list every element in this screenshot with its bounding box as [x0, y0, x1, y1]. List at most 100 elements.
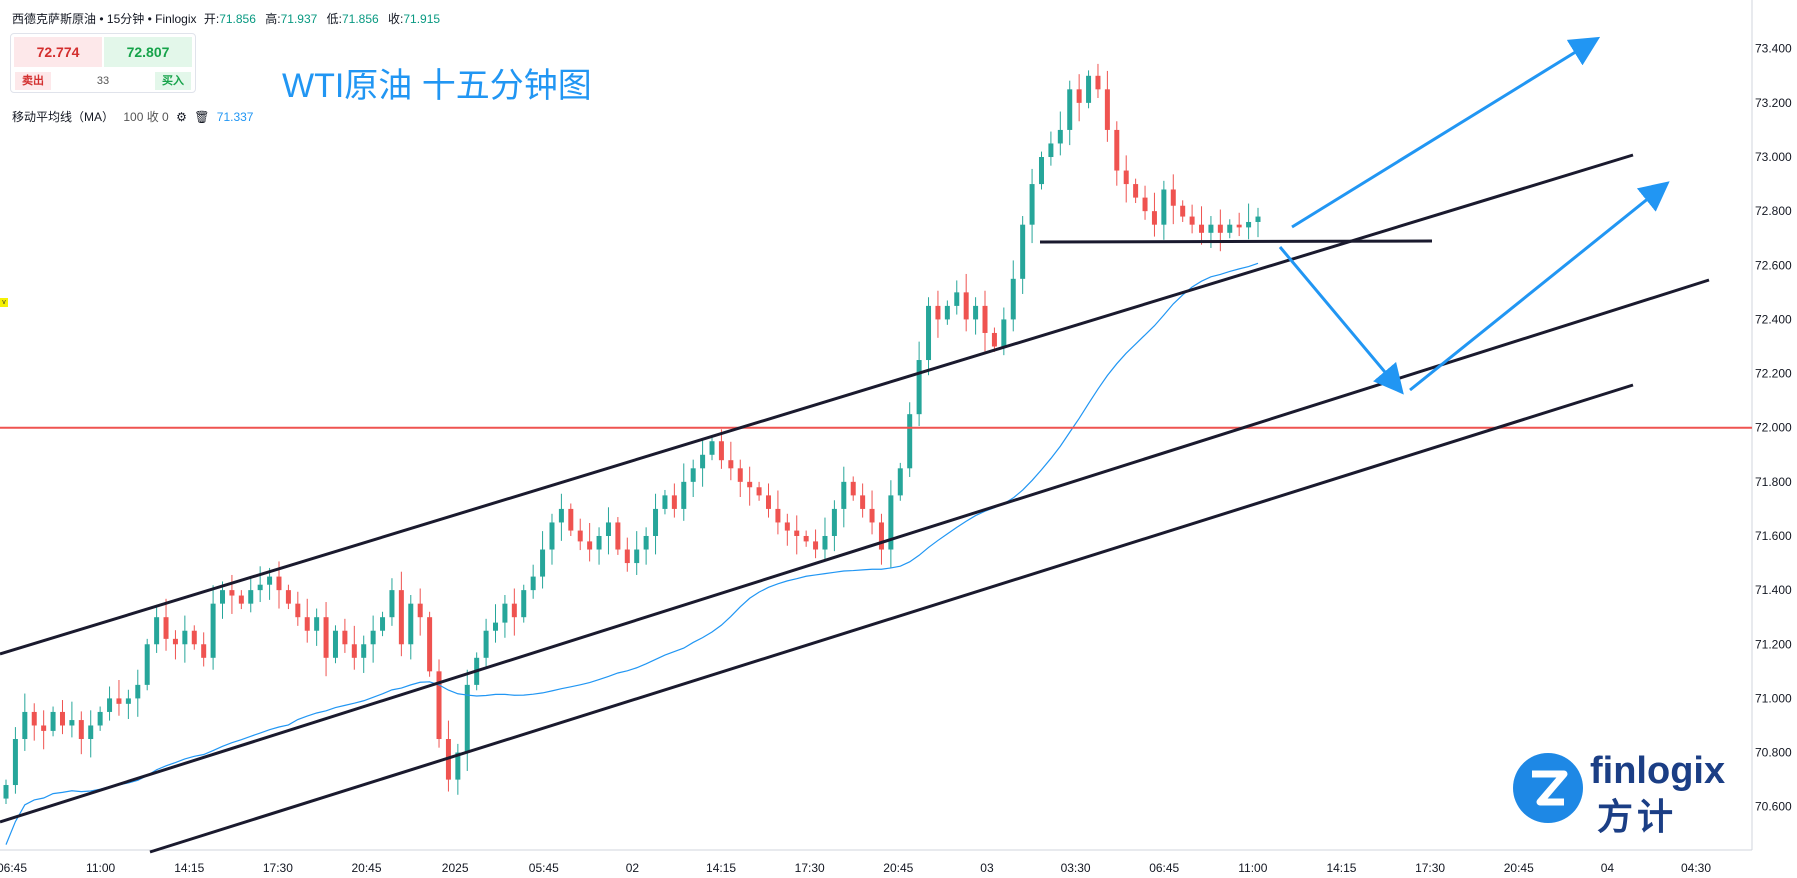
- candle: [1095, 63, 1101, 98]
- candle: [1010, 260, 1016, 332]
- finlogix-z-logo-icon: [1513, 753, 1583, 823]
- candle: [690, 459, 696, 498]
- candle: [144, 638, 150, 691]
- candle: [860, 483, 866, 518]
- candle: [954, 280, 960, 315]
- candle-body: [267, 576, 273, 585]
- timeframe-label[interactable]: 15分钟: [106, 12, 145, 26]
- candle: [511, 588, 517, 636]
- candle: [389, 578, 395, 626]
- candle: [765, 483, 771, 518]
- candle: [493, 604, 499, 643]
- candle: [1020, 216, 1026, 294]
- x-tick-label: 14:15: [174, 861, 204, 875]
- x-tick-label: 05:45: [529, 861, 559, 875]
- candle-body: [549, 522, 555, 550]
- low-value: 71.856: [341, 12, 379, 26]
- candle: [351, 625, 357, 670]
- candle: [935, 290, 941, 338]
- candle-body: [916, 360, 922, 415]
- y-tick-label: 72.600: [1755, 258, 1792, 272]
- candle-body: [671, 495, 677, 509]
- x-tick-label: 20:45: [883, 861, 913, 875]
- candle: [822, 517, 828, 562]
- candle: [267, 567, 273, 600]
- candle: [944, 300, 950, 325]
- candle-body: [1086, 75, 1092, 103]
- candle-body: [1161, 189, 1167, 225]
- source-label: Finlogix: [155, 12, 197, 26]
- x-tick-label: 06:45: [1149, 861, 1179, 875]
- y-tick-label: 72.800: [1755, 204, 1792, 218]
- sell-button[interactable]: 卖出: [15, 72, 51, 90]
- price-marker: v: [0, 298, 8, 307]
- chart-title: WTI原油 十五分钟图: [282, 67, 592, 105]
- candle-body: [502, 603, 508, 623]
- candle: [1236, 212, 1242, 237]
- x-tick-label: 11:00: [86, 861, 115, 875]
- logo-subtext: 方计: [1597, 796, 1678, 837]
- settings-icon[interactable]: ⚙: [176, 110, 187, 124]
- y-tick-label: 72.400: [1755, 312, 1792, 326]
- candle: [897, 462, 903, 501]
- candle-body: [737, 468, 743, 482]
- candle-body: [3, 785, 9, 799]
- candle-body: [182, 630, 188, 645]
- candle-body: [88, 725, 94, 740]
- candle-body: [78, 720, 84, 740]
- candle-body: [417, 603, 423, 618]
- y-tick-label: 73.200: [1755, 96, 1792, 110]
- candle-body: [285, 590, 291, 604]
- candle-body: [1114, 129, 1120, 171]
- candle-body: [624, 549, 630, 564]
- candle-body: [1199, 224, 1205, 233]
- candle: [926, 297, 932, 376]
- logo-text: finlogix: [1590, 750, 1726, 792]
- candle-body: [775, 508, 781, 523]
- close-value: 71.915: [403, 12, 441, 26]
- candle-body: [1208, 224, 1214, 233]
- candle-body: [229, 590, 235, 596]
- candle: [361, 635, 367, 673]
- channel-line: [0, 278, 1710, 824]
- candle-body: [257, 584, 263, 591]
- candle: [737, 459, 743, 498]
- candle: [700, 439, 706, 487]
- candle-body: [107, 698, 113, 712]
- candle: [1029, 168, 1035, 244]
- candle: [59, 700, 65, 735]
- buy-button[interactable]: 买入: [155, 72, 191, 90]
- candle-body: [22, 711, 28, 740]
- buy-price-button[interactable]: 72.807: [104, 37, 192, 67]
- candle: [1048, 131, 1054, 166]
- candle: [304, 598, 310, 643]
- candle: [436, 659, 442, 748]
- candle-body: [540, 549, 546, 577]
- candle: [1170, 174, 1176, 225]
- candle: [982, 290, 988, 352]
- delete-icon[interactable]: 🗑: [194, 110, 210, 124]
- candle: [1057, 111, 1063, 156]
- candle-body: [370, 630, 376, 645]
- candle: [1114, 121, 1120, 186]
- candle-body: [304, 617, 310, 631]
- ma-indicator-legend[interactable]: 移动平均线（MA） 100 收 0 ⚙ 🗑 71.337: [12, 108, 253, 125]
- candle-body: [897, 468, 903, 496]
- candle-body: [765, 495, 771, 509]
- candle-body: [1104, 89, 1110, 130]
- candle-body: [125, 698, 131, 704]
- ma-value: 71.337: [216, 110, 254, 124]
- candle: [107, 686, 113, 721]
- sell-price-button[interactable]: 72.774: [14, 37, 102, 67]
- candle: [1151, 192, 1157, 237]
- candle-body: [1236, 224, 1242, 228]
- candle-body: [1001, 319, 1007, 347]
- candle-body: [427, 617, 433, 672]
- candle: [794, 515, 800, 555]
- candle: [907, 402, 913, 477]
- candle: [624, 537, 630, 572]
- candle: [587, 522, 593, 562]
- candle: [41, 710, 47, 750]
- candle: [549, 513, 555, 565]
